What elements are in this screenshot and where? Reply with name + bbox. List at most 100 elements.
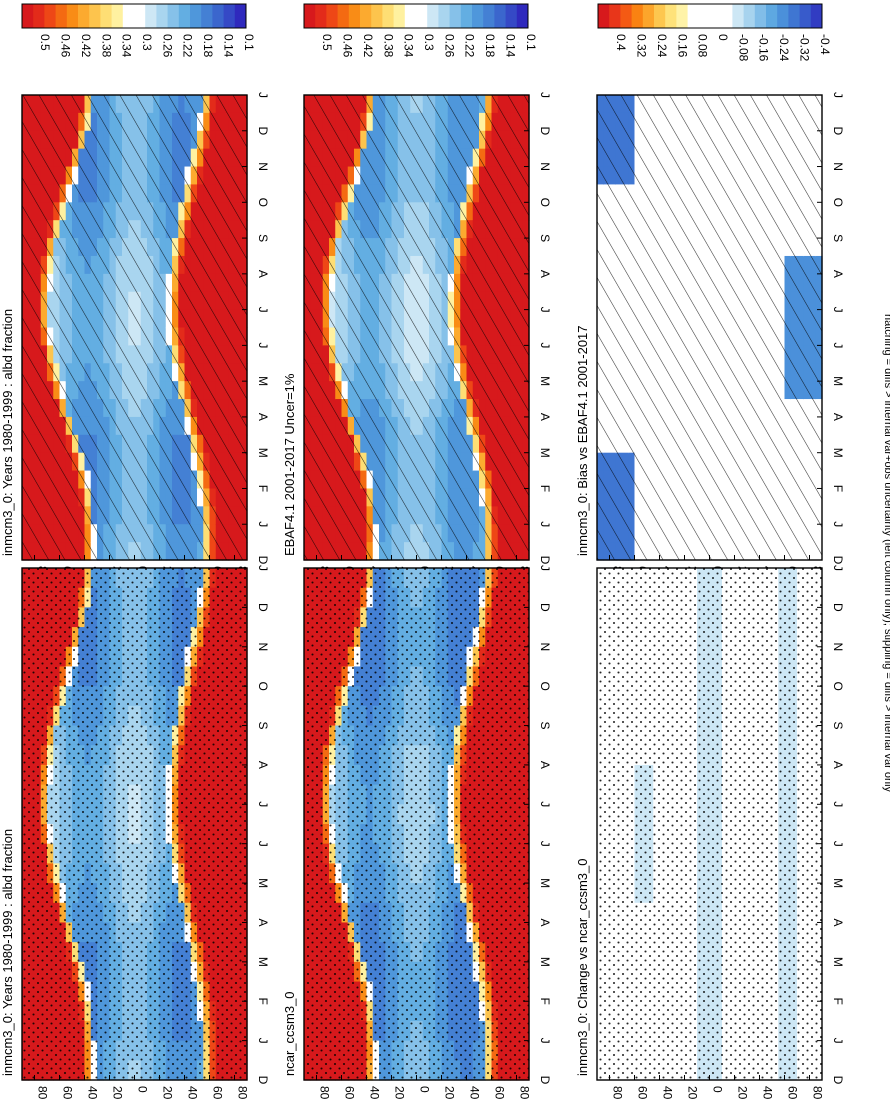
month-tick-label: J <box>538 307 552 313</box>
month-tick-label: O <box>256 681 270 690</box>
panel-1: DJFMAMJJASONDJ8060°N20020°S6080inmcm3_0:… <box>0 92 270 580</box>
month-tick-label: D <box>831 556 845 565</box>
month-tick-label: F <box>538 998 552 1005</box>
month-tick-label: J <box>256 307 270 313</box>
month-tick-label: N <box>538 162 552 171</box>
month-tick-label: O <box>256 198 270 207</box>
month-tick-label: S <box>538 722 552 730</box>
month-tick-label: J <box>831 307 845 313</box>
month-tick-label: D <box>538 126 552 135</box>
month-tick-label: M <box>538 448 552 458</box>
month-tick-label: D <box>831 126 845 135</box>
month-tick-label: J <box>538 521 552 527</box>
stippling-overlay <box>304 568 529 1080</box>
lat-tick-label: 80 <box>36 1086 50 1100</box>
month-tick-label: J <box>256 342 270 348</box>
month-tick-label: M <box>538 376 552 386</box>
month-tick-label: J <box>538 565 552 571</box>
panel-2: DJFMAMJJASONDJ80604020020406080EBAF4.1 2… <box>282 92 552 580</box>
month-tick-label: J <box>538 841 552 847</box>
month-tick-label: A <box>831 413 845 421</box>
month-tick-label: A <box>256 270 270 278</box>
month-tick-label: M <box>256 376 270 386</box>
month-tick-label: J <box>256 521 270 527</box>
month-tick-label: O <box>831 198 845 207</box>
month-tick-label: S <box>256 234 270 242</box>
month-tick-label: J <box>256 1038 270 1044</box>
month-tick-label: M <box>256 957 270 967</box>
month-tick-label: J <box>831 342 845 348</box>
panel-title: inmcm3_0: Bias vs EBAF4.1 2001-2017 <box>575 325 590 556</box>
lat-tick-label: 0 <box>136 1086 150 1093</box>
month-tick-label: A <box>256 918 270 926</box>
month-tick-label: J <box>831 92 845 98</box>
lat-tick-label: 40 <box>86 1086 100 1100</box>
month-tick-label: A <box>538 270 552 278</box>
lat-tick-label: 80 <box>318 1086 332 1100</box>
month-tick-label: D <box>256 126 270 135</box>
month-tick-label: J <box>538 801 552 807</box>
month-tick-label: M <box>256 878 270 888</box>
panel-title: inmcm3_0: Years 1980-1999 : albd fractio… <box>0 829 15 1076</box>
month-tick-label: A <box>538 413 552 421</box>
month-tick-label: S <box>831 234 845 242</box>
month-tick-label: M <box>538 878 552 888</box>
lat-tick-label: 0 <box>418 1086 432 1093</box>
hatching-overlay <box>304 95 529 560</box>
month-tick-label: O <box>538 681 552 690</box>
month-tick-label: J <box>538 1038 552 1044</box>
lat-tick-label: 60 <box>211 1086 225 1100</box>
month-tick-label: M <box>538 957 552 967</box>
month-tick-label: A <box>256 761 270 769</box>
month-tick-label: S <box>256 722 270 730</box>
hatching-overlay <box>22 95 247 560</box>
month-tick-label: O <box>538 198 552 207</box>
month-tick-label: D <box>256 1076 270 1085</box>
month-tick-label: F <box>538 485 552 492</box>
lat-tick-label: 40 <box>468 1086 482 1100</box>
month-tick-label: M <box>256 448 270 458</box>
lat-tick-label: 60 <box>343 1086 357 1100</box>
month-tick-label: A <box>538 761 552 769</box>
panel-title: EBAF4.1 2001-2017 Uncer=1% <box>282 373 297 556</box>
stippling-overlay <box>22 568 247 1080</box>
panel-3: DJFMAMJJASONDJ80604020020406080inmcm3_0:… <box>575 92 845 580</box>
lat-tick-label: 20 <box>161 1086 175 1100</box>
month-tick-label: D <box>256 556 270 565</box>
month-tick-label: D <box>538 1076 552 1085</box>
month-tick-label: F <box>256 998 270 1005</box>
month-tick-label: M <box>831 376 845 386</box>
month-tick-label: N <box>538 642 552 651</box>
lat-tick-label: 20 <box>111 1086 125 1100</box>
month-tick-label: A <box>538 918 552 926</box>
month-tick-label: J <box>831 521 845 527</box>
lat-tick-label: 60 <box>493 1086 507 1100</box>
month-tick-label: J <box>256 801 270 807</box>
month-tick-label: N <box>256 162 270 171</box>
month-tick-label: D <box>256 603 270 612</box>
lat-tick-label: 80 <box>236 1086 250 1100</box>
month-tick-label: J <box>256 565 270 571</box>
lat-tick-label: 20 <box>443 1086 457 1100</box>
lat-tick-label: 20 <box>393 1086 407 1100</box>
lat-tick-label: 60 <box>61 1086 75 1100</box>
panel-title: inmcm3_0: Years 1980-1999 : albd fractio… <box>0 309 15 556</box>
lat-tick-label: 40 <box>186 1086 200 1100</box>
month-tick-label: J <box>256 841 270 847</box>
lat-tick-label: 80 <box>518 1086 532 1100</box>
month-tick-label: F <box>831 485 845 492</box>
month-tick-label: D <box>538 603 552 612</box>
month-tick-label: D <box>538 556 552 565</box>
month-tick-label: J <box>538 92 552 98</box>
month-tick-label: M <box>831 448 845 458</box>
month-tick-label: J <box>538 342 552 348</box>
month-tick-label: J <box>256 92 270 98</box>
month-tick-label: S <box>538 234 552 242</box>
month-tick-label: A <box>256 413 270 421</box>
month-tick-label: F <box>256 485 270 492</box>
panel-title: ncar_ccsm3_0 <box>282 991 297 1076</box>
